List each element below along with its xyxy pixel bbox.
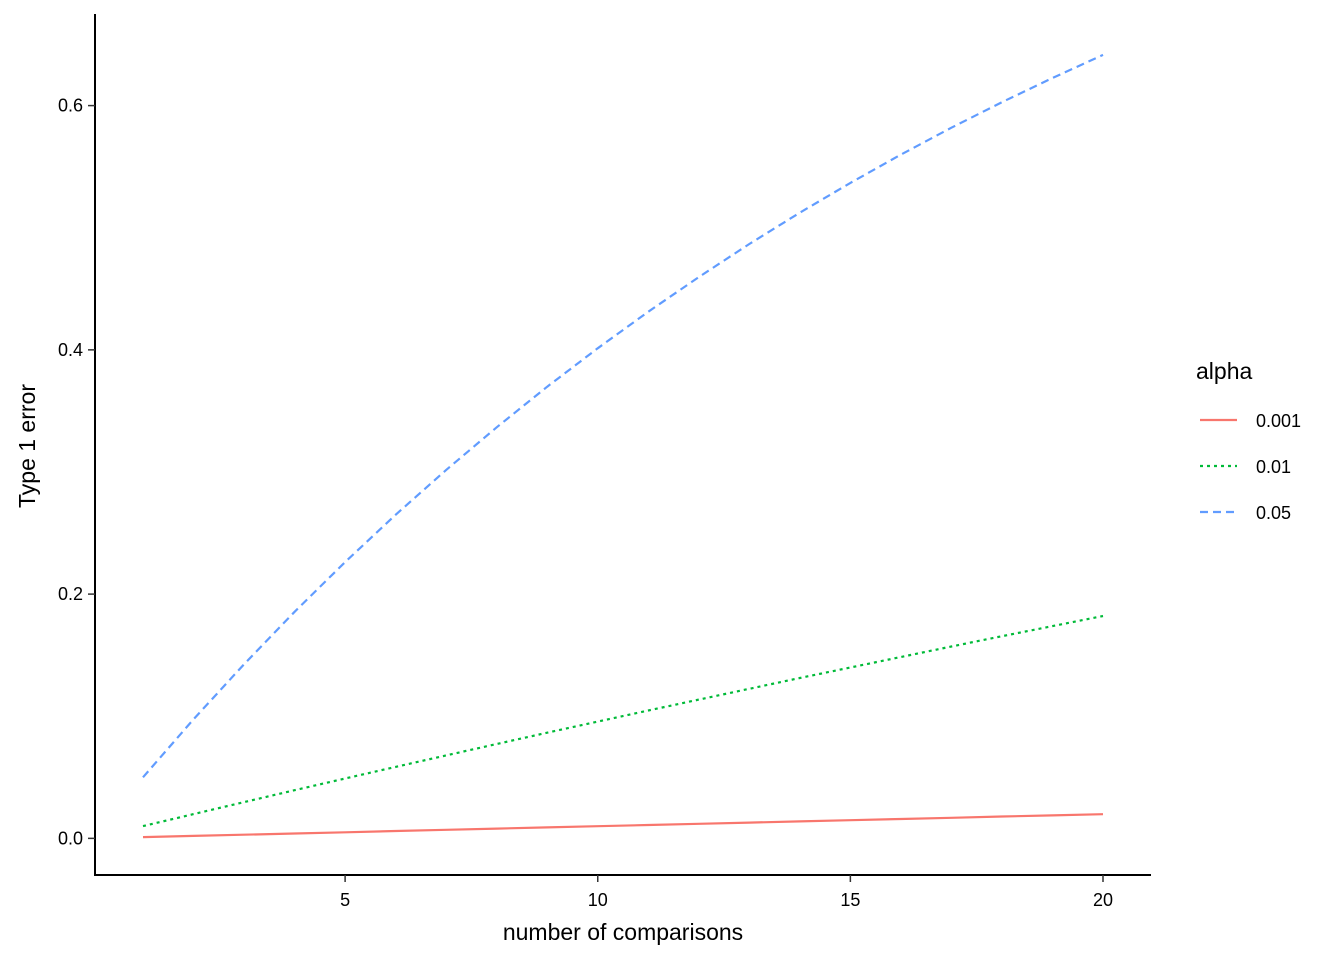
y-tick-label: 0.0 (58, 828, 83, 848)
legend-label: 0.05 (1256, 503, 1291, 523)
legend-item-0.001: 0.001 (1200, 411, 1301, 431)
x-tick-label: 20 (1093, 890, 1113, 910)
series-line-0.001 (142, 813, 1104, 839)
legend-label: 0.01 (1256, 457, 1291, 477)
legend-label: 0.001 (1256, 411, 1301, 431)
x-tick-label: 10 (588, 890, 608, 910)
legend-item-0.05: 0.05 (1200, 503, 1291, 523)
x-tick-label: 5 (340, 890, 350, 910)
x-axis-title: number of comparisons (503, 919, 743, 945)
series-line-0.05 (142, 53, 1104, 779)
y-tick-label: 0.4 (58, 340, 83, 360)
tick-layer: 5 10 15 20 0.0 0.2 0.4 0.6 (58, 96, 1113, 910)
series-layer (142, 53, 1104, 839)
y-tick-label: 0.6 (58, 96, 83, 116)
y-tick-label: 0.2 (58, 584, 83, 604)
legend-title: alpha (1196, 358, 1252, 384)
legend-item-0.01: 0.01 (1200, 457, 1291, 477)
legend: alpha 0.001 0.01 0.05 (1196, 358, 1301, 523)
y-axis-title: Type 1 error (14, 384, 40, 508)
x-tick-label: 15 (840, 890, 860, 910)
series-line-0.01 (142, 614, 1104, 828)
